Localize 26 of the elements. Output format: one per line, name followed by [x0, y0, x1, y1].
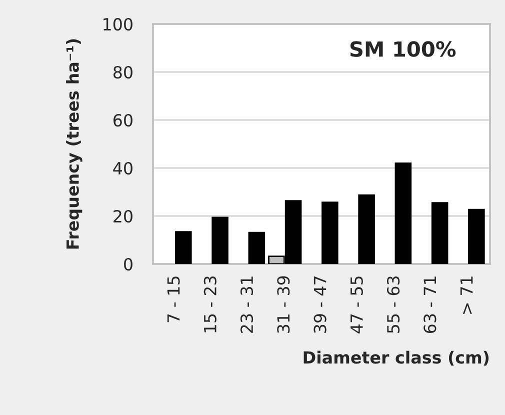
bar	[431, 202, 448, 264]
annotation: SM 100%	[350, 41, 456, 57]
x-tick-label: > 71	[460, 276, 473, 314]
x-tick-label: 63 - 71	[424, 276, 436, 333]
y-tick-label: 60	[114, 114, 132, 127]
x-tick-label: 39 - 47	[314, 276, 326, 333]
bar	[394, 162, 412, 264]
bar	[175, 231, 192, 264]
y-axis-title: Frequency (trees ha⁻¹)	[66, 39, 82, 249]
y-tick-label: 100	[104, 18, 132, 31]
y-tick-label: 40	[113, 162, 132, 175]
bar	[322, 202, 338, 264]
x-tick-label: 47 - 55	[350, 276, 363, 334]
x-axis-title: Diameter class (cm)	[304, 350, 489, 366]
y-tick-label: 80	[113, 66, 132, 79]
bar	[248, 232, 266, 264]
x-tick-label: 23 - 31	[240, 276, 254, 333]
bar	[468, 208, 485, 264]
x-tick-label: 15 - 23	[204, 276, 216, 332]
y-tick-label: 0	[124, 258, 132, 271]
x-tick-label: 31 - 39	[277, 276, 290, 333]
y-tick-label: 20	[114, 210, 132, 223]
x-tick-label: 55 - 63	[386, 276, 400, 333]
x-tick-label: 7 - 15	[167, 276, 180, 322]
bar	[358, 194, 375, 264]
bar	[212, 216, 228, 264]
